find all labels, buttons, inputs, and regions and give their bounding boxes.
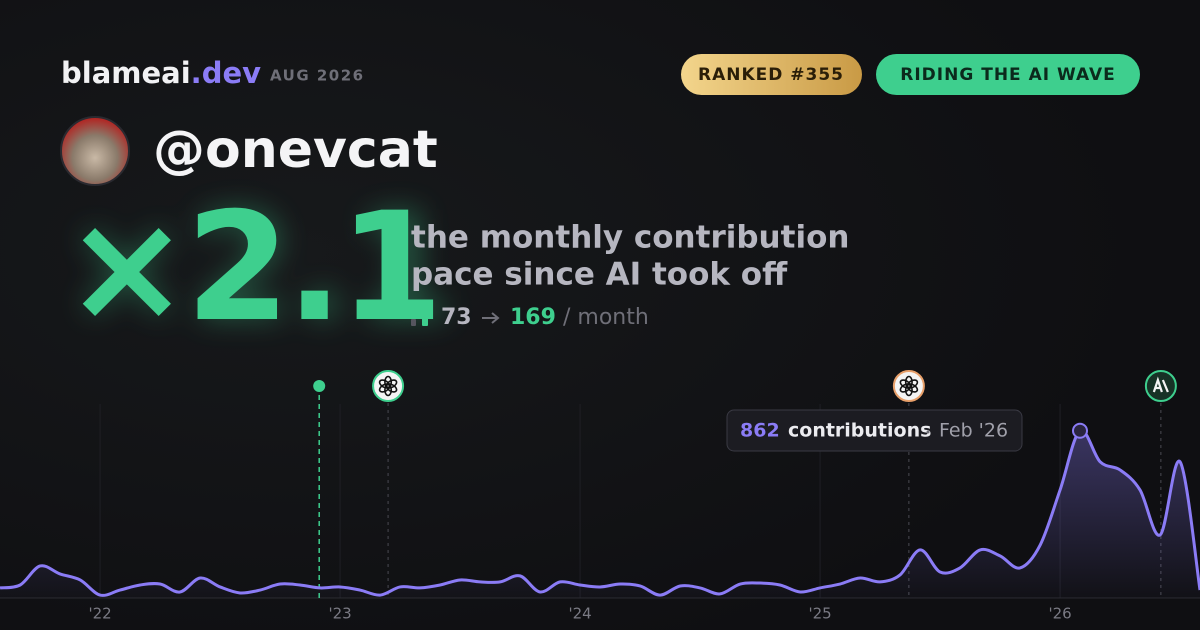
rank-badge-text: RANKED #355: [698, 65, 844, 85]
x-tick-label: '23: [328, 605, 351, 623]
pace-after: 169: [510, 305, 556, 330]
multiplier: ×2.1: [64, 181, 439, 355]
rank-badge: [681, 54, 862, 95]
event-icon: [372, 370, 405, 402]
event-dot: [313, 380, 326, 392]
tooltip-box: [726, 409, 1023, 452]
pace-icon: [422, 308, 428, 326]
brand-name: blameai: [61, 56, 191, 90]
caption-line: the monthly contribution: [411, 220, 849, 256]
openai-glyph: [899, 379, 912, 389]
anthropic-glyph: [1152, 376, 1169, 393]
status-badge-text: RIDING THE AI WAVE: [900, 65, 1115, 85]
x-tick-label: '22: [88, 605, 111, 623]
event-icon: [1144, 370, 1177, 402]
avatar: [61, 117, 129, 185]
area: [0, 430, 1200, 598]
tooltip-separator: [926, 430, 930, 434]
brand: blameai.dev: [61, 56, 261, 90]
x-tick-label: '24: [568, 605, 591, 623]
status-badge: [876, 54, 1140, 95]
brand-suffix: .dev: [191, 56, 261, 90]
period: AUG 2026: [270, 67, 365, 85]
event-icon-ring: [892, 370, 925, 402]
pace-before: 73: [441, 305, 472, 330]
chart: '22 '23 '24 '25 '26 862 contributions Feb '26: [0, 370, 1200, 623]
pace-icon: [411, 319, 416, 326]
x-tick-label: '26: [1048, 605, 1071, 623]
multiplier-glow: ×2.1: [64, 181, 455, 355]
highlight-point: [1072, 422, 1088, 439]
tooltip-label: contributions: [788, 420, 931, 442]
avatar-ring: [60, 116, 130, 186]
event-icon-ring: [372, 370, 405, 402]
pace-arrow: [482, 312, 500, 324]
openai-glyph: [378, 379, 391, 389]
event-icon: [892, 370, 925, 402]
caption-line: pace since AI took off: [411, 257, 788, 293]
x-tick-label: '25: [808, 605, 831, 623]
tooltip-date: Feb '26: [939, 420, 1008, 442]
handle: @onevcat: [153, 120, 438, 180]
tooltip-value: 862: [740, 420, 780, 442]
line: [0, 428, 1200, 597]
pace-unit: / month: [563, 305, 649, 330]
